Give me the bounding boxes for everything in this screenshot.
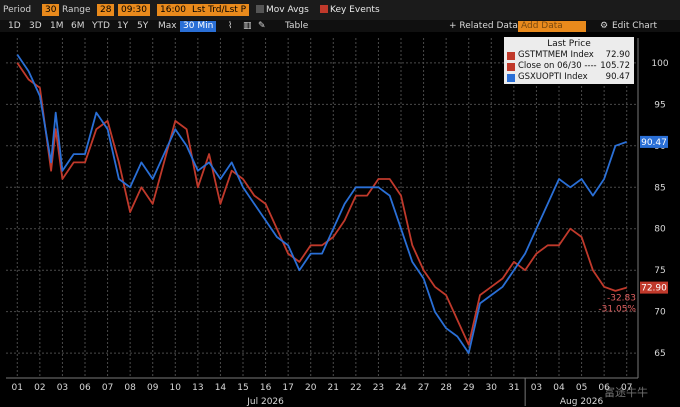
y-tick-label: 80 bbox=[654, 225, 666, 235]
x-tick-label: 09 bbox=[147, 383, 159, 393]
x-tick-label: 15 bbox=[237, 383, 248, 393]
x-tick-label: 06 bbox=[79, 383, 91, 393]
x-tick-label: 06 bbox=[598, 383, 610, 393]
month-label: Jul 2026 bbox=[246, 397, 284, 407]
last-price-label: 90.47 bbox=[641, 138, 667, 148]
bar-chart-icon[interactable]: ▥ bbox=[243, 21, 252, 31]
range-field[interactable]: 28 bbox=[97, 4, 115, 16]
x-tick-label: 27 bbox=[418, 383, 429, 393]
series-line-gsxuopti bbox=[16, 54, 627, 355]
y-tick-label: 75 bbox=[654, 266, 665, 276]
range-max[interactable]: Max bbox=[158, 21, 177, 31]
last-price-tag bbox=[640, 135, 668, 148]
edit-chart-button[interactable]: Edit Chart bbox=[612, 21, 658, 31]
series-line-gstmtmem bbox=[16, 62, 627, 346]
change-label: -32.83 bbox=[607, 294, 636, 304]
checkbox-icon bbox=[256, 5, 264, 13]
legend-swatch bbox=[507, 63, 515, 71]
legend-swatch bbox=[507, 74, 515, 82]
mov-avgs-toggle[interactable]: Mov Avgs bbox=[256, 4, 309, 16]
x-tick-label: 01 bbox=[12, 383, 23, 393]
price-chart: 65707580859095100 0102030607080910131415… bbox=[6, 38, 669, 407]
field-select[interactable]: Lst Trd/Lst P bbox=[189, 4, 250, 16]
range-label: Range bbox=[62, 5, 91, 15]
x-tick-label: 03 bbox=[57, 383, 68, 393]
legend-row[interactable]: GSTMTMEM Index 72.90 bbox=[504, 50, 634, 61]
checkbox-icon bbox=[320, 5, 328, 13]
x-tick-label: 28 bbox=[440, 383, 452, 393]
x-tick-label: 29 bbox=[463, 383, 475, 393]
x-tick-label: 02 bbox=[34, 383, 45, 393]
x-tick-label: 05 bbox=[576, 383, 587, 393]
y-tick-label: 70 bbox=[654, 308, 666, 318]
related-data-button[interactable]: + Related Data bbox=[449, 21, 518, 31]
range-ytd[interactable]: YTD bbox=[92, 21, 110, 31]
watermark: 富途牛牛 bbox=[604, 386, 648, 399]
range-1d[interactable]: 1D bbox=[8, 21, 21, 31]
range-toolbar bbox=[0, 20, 680, 32]
range-1m[interactable]: 1M bbox=[50, 21, 64, 31]
line-chart-icon[interactable]: ⌇ bbox=[228, 21, 233, 31]
legend-title: Last Price bbox=[547, 39, 591, 49]
period-label: Period bbox=[3, 5, 32, 15]
range-1y[interactable]: 1Y bbox=[117, 21, 129, 31]
x-tick-label: 07 bbox=[621, 383, 632, 393]
gear-icon[interactable]: ⚙ bbox=[600, 21, 609, 31]
add-data-input[interactable]: Add Data bbox=[518, 21, 586, 32]
x-tick-label: 03 bbox=[531, 383, 542, 393]
x-tick-label: 16 bbox=[260, 383, 272, 393]
x-tick-label: 14 bbox=[215, 383, 227, 393]
x-tick-label: 22 bbox=[350, 383, 361, 393]
y-tick-label: 85 bbox=[654, 183, 665, 193]
x-tick-label: 21 bbox=[328, 383, 339, 393]
x-tick-label: 30 bbox=[486, 383, 498, 393]
time-from-field[interactable]: 09:30 bbox=[118, 4, 150, 16]
x-tick-label: 24 bbox=[395, 383, 407, 393]
legend-swatch bbox=[507, 52, 515, 60]
x-tick-label: 20 bbox=[305, 383, 317, 393]
x-tick-label: 07 bbox=[102, 383, 113, 393]
top-toolbar: Period 30 Range 28 09:30 16:00 Lst Trd/L… bbox=[0, 0, 680, 20]
range-3d[interactable]: 3D bbox=[29, 21, 42, 31]
range-5y[interactable]: 5Y bbox=[137, 21, 149, 31]
x-tick-label: 17 bbox=[282, 383, 293, 393]
y-tick-label: 65 bbox=[654, 349, 665, 359]
y-tick-label: 100 bbox=[651, 59, 668, 69]
last-price-tag bbox=[640, 281, 668, 294]
last-price-label: 72.90 bbox=[641, 284, 667, 294]
legend: Last Price GSTMTMEM Index 72.90 Close on… bbox=[504, 37, 634, 84]
change-label: -31.05% bbox=[598, 305, 636, 315]
x-tick-label: 10 bbox=[170, 383, 182, 393]
time-to-field[interactable]: 16:00 bbox=[157, 4, 189, 16]
key-events-toggle[interactable]: Key Events bbox=[320, 4, 380, 16]
range-6m[interactable]: 6M bbox=[71, 21, 85, 31]
x-tick-label: 31 bbox=[508, 383, 519, 393]
legend-row[interactable]: Close on 06/30 ---- 105.72 bbox=[504, 61, 634, 72]
x-tick-label: 04 bbox=[553, 383, 565, 393]
x-tick-label: 23 bbox=[373, 383, 384, 393]
month-label: Aug 2026 bbox=[560, 397, 604, 407]
x-tick-label: 08 bbox=[124, 383, 136, 393]
legend-row[interactable]: GSXUOPTI Index 90.47 bbox=[504, 72, 634, 83]
period-field[interactable]: 30 bbox=[42, 4, 60, 16]
y-tick-label: 95 bbox=[654, 100, 665, 110]
interval-select[interactable]: 30 Min bbox=[180, 21, 217, 32]
table-button[interactable]: Table bbox=[285, 21, 309, 31]
x-tick-label: 13 bbox=[192, 383, 203, 393]
pencil-icon[interactable]: ✎ bbox=[258, 21, 266, 31]
